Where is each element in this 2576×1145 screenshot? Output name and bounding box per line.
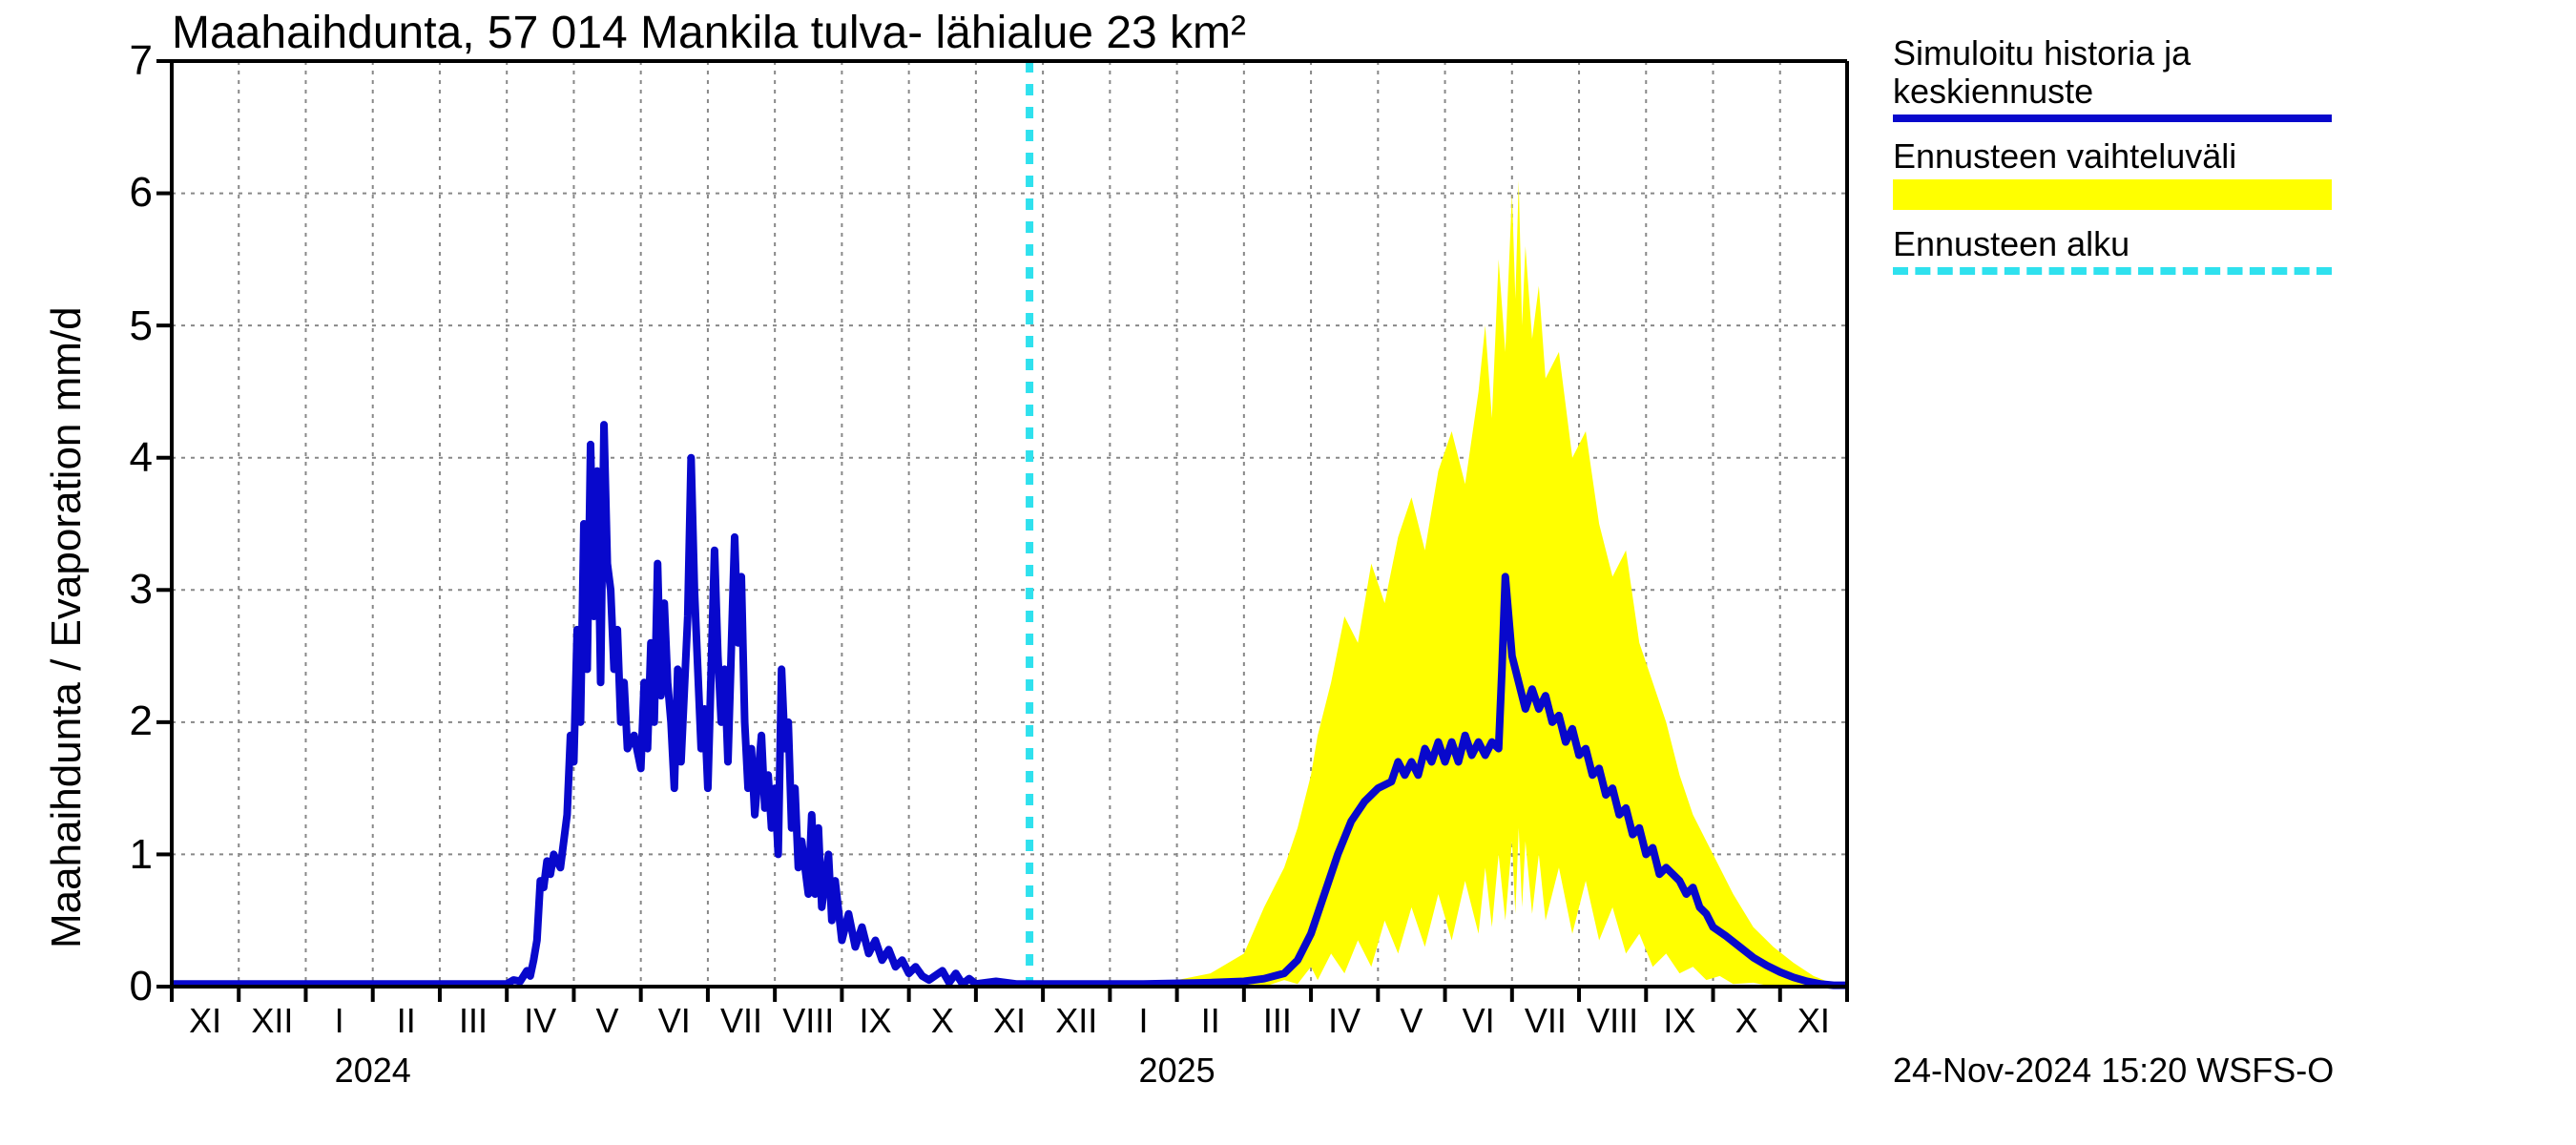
x-tick-label: VIII [1587, 1002, 1638, 1042]
y-tick-label: 0 [95, 962, 153, 1011]
x-tick-label: V [596, 1002, 619, 1042]
legend-label: Ennusteen vaihteluväli [1893, 137, 2236, 177]
x-tick-label: IV [524, 1002, 556, 1042]
y-tick-label: 6 [95, 169, 153, 219]
x-tick-label: III [459, 1002, 488, 1042]
y-tick-label: 7 [95, 36, 153, 86]
legend-swatch-band [1893, 179, 2332, 210]
timestamp-label: 24-Nov-2024 15:20 WSFS-O [1893, 1051, 2334, 1092]
x-tick-label: XI [1797, 1002, 1830, 1042]
x-tick-label: VII [720, 1002, 762, 1042]
chart-title: Maahaihdunta, 57 014 Mankila tulva- lähi… [172, 8, 1246, 61]
x-year-label: 2024 [335, 1051, 411, 1092]
x-tick-label: III [1263, 1002, 1292, 1042]
x-tick-label: I [1138, 1002, 1148, 1042]
y-axis-label: Maahaihdunta / Evaporation mm/d [42, 306, 92, 948]
x-tick-label: II [1201, 1002, 1220, 1042]
legend-swatch-line [1893, 114, 2332, 122]
x-tick-label: V [1400, 1002, 1423, 1042]
legend-label: Simuloitu historia ja [1893, 34, 2191, 74]
x-tick-label: VIII [782, 1002, 834, 1042]
y-tick-label: 1 [95, 829, 153, 879]
x-tick-label: IX [859, 1002, 891, 1042]
x-tick-label: XI [993, 1002, 1026, 1042]
legend-label: Ennusteen alku [1893, 225, 2129, 265]
y-tick-label: 2 [95, 697, 153, 747]
y-tick-label: 4 [95, 433, 153, 483]
legend-label: keskiennuste [1893, 73, 2093, 113]
x-tick-label: XII [251, 1002, 293, 1042]
x-tick-label: XI [189, 1002, 221, 1042]
x-tick-label: VII [1525, 1002, 1567, 1042]
legend-swatch-dash [1893, 267, 2332, 275]
x-year-label: 2025 [1139, 1051, 1215, 1092]
x-tick-label: I [335, 1002, 344, 1042]
x-tick-label: IV [1328, 1002, 1361, 1042]
x-tick-label: X [931, 1002, 954, 1042]
y-tick-label: 3 [95, 565, 153, 614]
chart-plot-area [172, 61, 1847, 987]
x-tick-label: VI [658, 1002, 691, 1042]
y-tick-label: 5 [95, 301, 153, 350]
x-tick-label: X [1735, 1002, 1758, 1042]
x-tick-label: IX [1663, 1002, 1695, 1042]
x-tick-label: VI [1463, 1002, 1495, 1042]
x-tick-label: II [397, 1002, 416, 1042]
x-tick-label: XII [1055, 1002, 1097, 1042]
